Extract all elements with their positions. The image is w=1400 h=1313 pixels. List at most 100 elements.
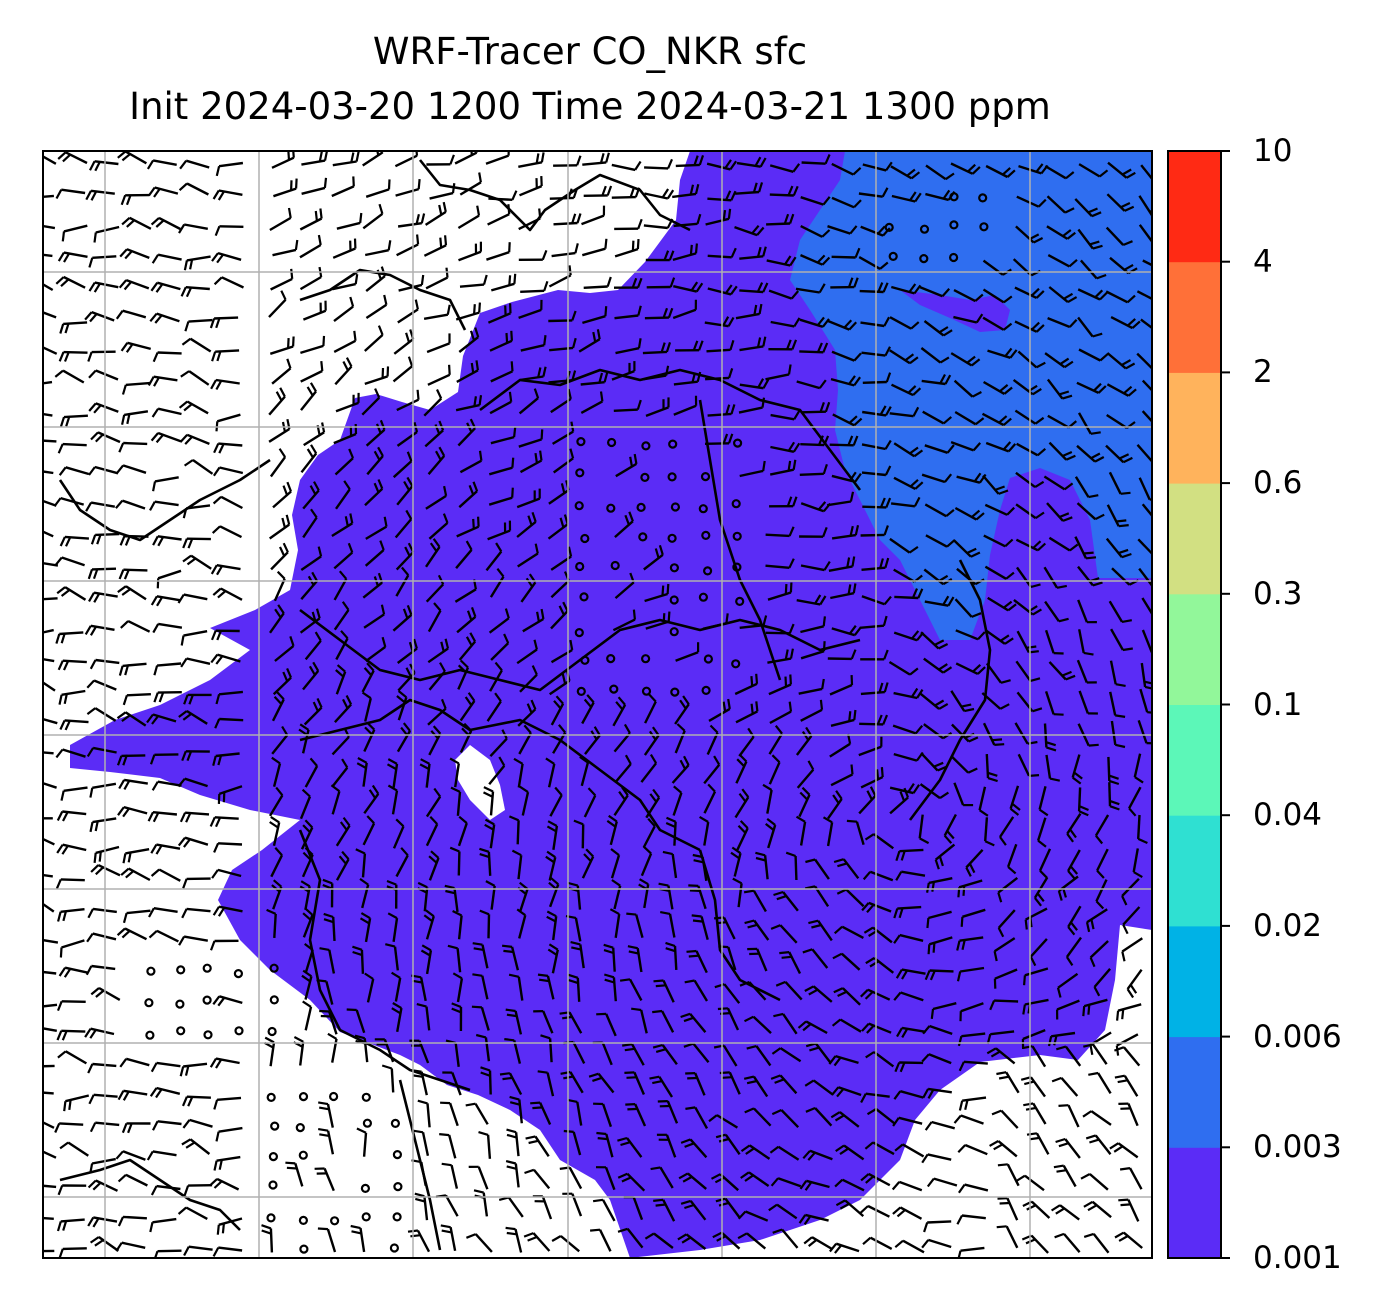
wind-barb (182, 537, 211, 549)
wind-barb (743, 1075, 769, 1098)
wind-barb (212, 495, 243, 510)
wind-barb (1108, 471, 1131, 495)
wind-barb (685, 1106, 709, 1129)
wind-barb (509, 1095, 523, 1124)
colorbar-segment (1168, 704, 1221, 816)
wind-barb (516, 639, 538, 665)
wind-barb (920, 347, 950, 364)
wind-barb (924, 444, 955, 454)
wind-barb (1078, 163, 1109, 178)
wind-barb (744, 1015, 772, 1034)
wind-barb (831, 1086, 862, 1098)
wind-barb (769, 459, 797, 476)
wind-barb (954, 598, 982, 618)
wind-barb (363, 604, 386, 629)
wind-barb (479, 847, 492, 876)
wind-barb (735, 753, 748, 784)
wind-barb (953, 1114, 984, 1125)
wind-barb (675, 155, 705, 168)
calm-wind-marker (202, 963, 212, 973)
wind-barb (177, 836, 209, 848)
wind-barb (146, 713, 177, 725)
wind-barb (488, 756, 506, 786)
wind-barb (767, 582, 793, 601)
wind-barb (182, 877, 211, 889)
calm-wind-marker (606, 653, 616, 664)
wind-barb (683, 1042, 710, 1063)
tracer-plume-patch (900, 290, 1010, 332)
wind-barb (268, 290, 287, 318)
wind-barb (893, 442, 924, 458)
wind-barb (770, 317, 801, 328)
wind-barb (614, 305, 642, 320)
calm-wind-marker (361, 1212, 371, 1222)
wind-barb (398, 274, 425, 292)
wind-barb (957, 1143, 988, 1156)
wind-barb (549, 786, 563, 817)
wind-barb (149, 500, 179, 511)
wind-barb (680, 1199, 707, 1221)
wind-barb (362, 815, 376, 846)
wind-barb (43, 597, 58, 601)
wind-barb (672, 243, 698, 262)
wind-barb (43, 155, 57, 165)
calm-wind-marker (667, 533, 677, 543)
wind-barb (150, 281, 181, 293)
calm-wind-marker (233, 968, 243, 979)
wind-barb (1139, 688, 1152, 714)
wind-barb (323, 912, 336, 941)
wind-barb (425, 485, 448, 510)
wind-barb (1105, 444, 1133, 464)
colorbar-segment (1168, 815, 1221, 927)
wind-barb (302, 508, 318, 539)
wind-barb (458, 327, 480, 353)
calm-wind-marker (393, 1181, 403, 1192)
wind-barb (1106, 504, 1129, 528)
wind-barb (181, 907, 211, 919)
wind-barb (652, 1009, 675, 1033)
wind-barb (118, 278, 150, 291)
calm-wind-marker (888, 251, 898, 261)
wind-barb (215, 161, 244, 177)
wind-barb (665, 816, 677, 846)
wind-barb (1074, 198, 1102, 218)
wind-barb (269, 514, 291, 540)
wind-barb (1142, 259, 1152, 267)
wind-barb (894, 1239, 925, 1254)
wind-barb (771, 1047, 802, 1063)
wind-barb (1044, 165, 1075, 180)
wind-barb (89, 160, 119, 172)
wind-barb (1065, 936, 1082, 967)
wind-barb (43, 561, 59, 567)
wind-barb (331, 176, 355, 198)
wind-barb (765, 526, 795, 538)
wind-barb (152, 535, 182, 547)
wind-barb (1110, 720, 1126, 749)
wind-barb (573, 819, 585, 849)
wind-barb (1067, 905, 1082, 936)
colorbar-tick-label: 0.001 (1253, 1240, 1342, 1276)
wind-barb (673, 213, 702, 228)
wind-barb (643, 544, 664, 571)
wind-barb (801, 401, 831, 414)
wind-barb (43, 817, 53, 820)
calm-wind-marker (575, 561, 585, 572)
wind-barb (285, 1161, 304, 1187)
wind-barb (359, 912, 372, 943)
wind-barb (179, 433, 210, 446)
wind-barb (273, 570, 286, 602)
calm-wind-marker (145, 1030, 155, 1040)
wind-barb (833, 925, 864, 939)
wind-barb (889, 316, 920, 330)
wind-barb (414, 1192, 429, 1221)
wind-barb (85, 501, 116, 512)
wind-barb (862, 1236, 893, 1250)
wind-barb (1014, 320, 1045, 333)
wind-barb (800, 616, 826, 634)
wind-barb (677, 1233, 707, 1250)
wind-barb (804, 985, 833, 1003)
wind-barb (985, 441, 1017, 453)
calm-wind-marker (638, 532, 648, 542)
wind-barb (516, 908, 527, 939)
wind-barb (797, 1020, 828, 1035)
